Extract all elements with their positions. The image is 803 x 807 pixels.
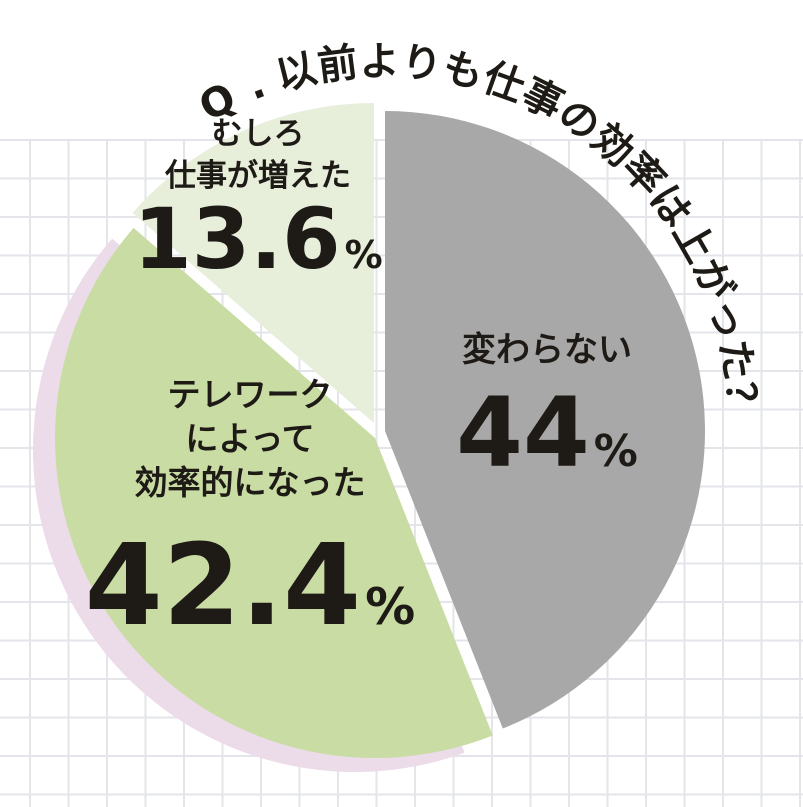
title-char: り [399,39,444,89]
slice-label-line: によって [185,419,314,458]
slice-label-line: 効率的になった [135,463,366,502]
title-char: よ [359,39,399,85]
slice-label-line: むしろ [212,116,305,152]
pie-slices [55,102,706,758]
slice-percentage: 13.6% [133,190,382,288]
slice-percentage: 44% [456,377,638,489]
pie-slice [385,111,706,729]
title-char: 以 [271,46,321,100]
title-char: 前 [315,40,361,91]
slice-label-line: 変わらない [462,330,632,370]
slice-percentage: 42.4% [85,521,415,651]
slice-label-line: テレワーク [168,375,333,414]
title-char: ？ [717,381,765,423]
title-char: た [710,336,762,383]
pie-slice [132,102,374,423]
title-char: . [241,61,272,109]
slice-label-line: 仕事が増えた [165,158,351,194]
pie-slice [55,227,493,758]
